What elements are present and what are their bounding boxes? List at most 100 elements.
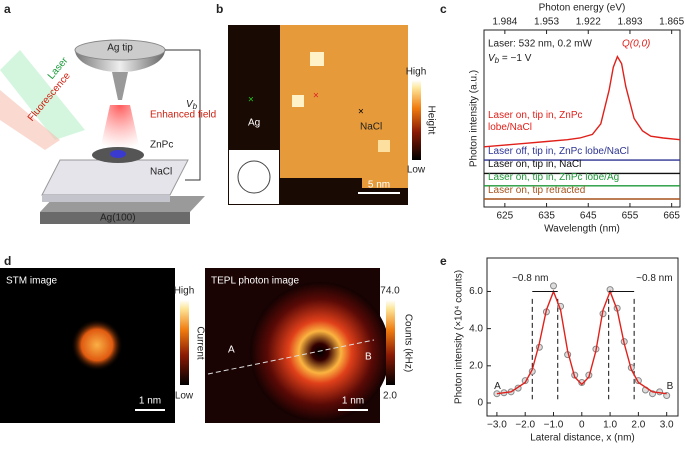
annotation-part: = −1 V <box>499 53 532 64</box>
molecule-image <box>71 319 123 371</box>
colorbar-low: Low <box>407 165 426 176</box>
image-title: TEPL photon image <box>211 276 299 287</box>
annotation: B <box>667 381 674 392</box>
laser-beam <box>0 50 85 140</box>
image-title: STM image <box>6 276 58 287</box>
colorbar <box>386 300 395 385</box>
tip-apex <box>112 72 128 100</box>
plot-frame <box>483 29 681 208</box>
colorbar-title: Counts (kHz) <box>402 314 413 372</box>
molecule-core <box>110 150 126 158</box>
molecule-drawing <box>237 160 271 194</box>
scale-label: 1 nm <box>342 396 364 407</box>
series-label: Laser off, tip in, ZnPc lobe/NaCl <box>488 146 629 157</box>
colorbar-max: 74.0 <box>380 286 400 297</box>
series-label-box: Laser on, tip in, ZnPc lobe/Ag <box>488 172 620 183</box>
annotation-part: V <box>488 53 496 64</box>
panel-label: c <box>440 2 447 16</box>
annotation-part: b <box>495 56 500 65</box>
series-label-box: Laser on, tip retracted <box>488 185 586 196</box>
marker: × <box>358 107 364 118</box>
series-line <box>483 55 681 148</box>
x2-tick-label: 1.865 <box>659 17 684 28</box>
panel-b: b × × × Ag NaCl 5 nm High Low Height <box>216 2 436 205</box>
peak-label: Q(0,0) <box>622 39 650 50</box>
data-point <box>578 379 586 387</box>
molecule-spot <box>310 52 324 66</box>
molecule-spot <box>378 140 390 152</box>
colorbar-high: High <box>174 286 195 297</box>
substrate-label: Ag(100) <box>100 213 136 224</box>
point-b: B <box>365 352 372 363</box>
colorbar-high: High <box>406 67 427 78</box>
molecule-label: ZnPc <box>150 140 173 151</box>
fluorescence-beam <box>0 90 60 150</box>
panel-label: b <box>216 2 223 16</box>
bias-sub: b <box>193 102 198 111</box>
x-tick-label: 1.0 <box>603 420 617 431</box>
panel-a: a Ag tip Laser Fluorescence Enhanced fie… <box>0 2 216 224</box>
y-tick-label: 4.0 <box>469 323 483 334</box>
x-tick-label: 2.0 <box>631 420 645 431</box>
x-tick-label: −2.0 <box>515 420 535 431</box>
series-label-box: Laser off, tip in, ZnPc lobe/NaCl <box>488 146 629 157</box>
y-axis-title: Photon intensity (a.u.) <box>469 70 480 167</box>
x2-tick-label: 1.984 <box>492 17 517 28</box>
x-tick-label: 665 <box>663 211 680 222</box>
x-tick-label: 645 <box>580 211 597 222</box>
nacl-side <box>42 195 170 202</box>
panel-label: a <box>4 2 11 16</box>
series-line <box>496 289 667 395</box>
x-tick-label: 3.0 <box>660 420 674 431</box>
colorbar <box>180 300 189 385</box>
annotation: ~0.8 nm <box>512 273 548 284</box>
x2-axis-title: Photon energy (eV) <box>539 3 626 14</box>
x-axis-title: Lateral distance, x (nm) <box>530 433 635 444</box>
annotation: Laser: 532 nm, 0.2 mW <box>488 39 592 50</box>
line-cut <box>207 339 375 375</box>
colorbar-title: Height <box>425 106 436 135</box>
colorbar-title: Current <box>194 326 205 360</box>
x-axis-title: Wavelength (nm) <box>544 224 620 235</box>
x2-tick-label: 1.953 <box>534 17 559 28</box>
scale-label: 5 nm <box>368 180 390 191</box>
x-tick-label: −1.0 <box>544 420 564 431</box>
panel-label: d <box>4 254 11 268</box>
annotation: ~0.8 nm <box>636 273 672 284</box>
x-tick-label: 635 <box>538 211 555 222</box>
enhanced-field <box>100 105 140 150</box>
plot-frame <box>486 257 679 417</box>
series-label-box: Laser on, tip in, ZnPc lobe/NaCl <box>488 110 583 133</box>
marker: × <box>248 95 254 106</box>
x2-tick-label: 1.922 <box>576 17 601 28</box>
field-label: Enhanced field <box>150 110 216 121</box>
colorbar <box>412 80 421 160</box>
y-tick-label: 6.0 <box>469 286 483 297</box>
tip-label: Ag tip <box>107 43 133 54</box>
colorbar-low: Low <box>175 391 194 402</box>
panel-label: e <box>440 254 447 268</box>
nacl-label: NaCl <box>150 167 172 178</box>
bias-label: Vb <box>186 99 198 111</box>
scale-label: 1 nm <box>139 396 161 407</box>
y-tick-label: 0 <box>477 398 483 409</box>
annotation: A <box>494 381 501 392</box>
series-label: Laser on, tip retracted <box>488 185 586 196</box>
point-a: A <box>228 345 235 356</box>
series-label: Laser on, tip in, ZnPc lobe/Ag <box>488 172 620 183</box>
x-tick-label: −3.0 <box>487 420 507 431</box>
x2-tick-label: 1.893 <box>617 17 642 28</box>
x-tick-label: 0 <box>579 420 585 431</box>
panel-d: d STM image 1 nm High Low Current TEPL p… <box>0 254 413 423</box>
tepl-ring <box>250 282 390 422</box>
data-point <box>549 282 557 290</box>
x-tick-label: 655 <box>622 211 639 222</box>
substrate-side <box>40 212 190 224</box>
colorbar-min: 2.0 <box>383 391 397 402</box>
molecule-spot <box>292 95 304 107</box>
annotation: Vb = −1 V <box>488 53 532 65</box>
y-axis-title: Photon intensity (×10⁴ counts) <box>454 270 465 404</box>
ag-label: Ag <box>248 118 260 129</box>
bias-v: V <box>186 99 194 110</box>
